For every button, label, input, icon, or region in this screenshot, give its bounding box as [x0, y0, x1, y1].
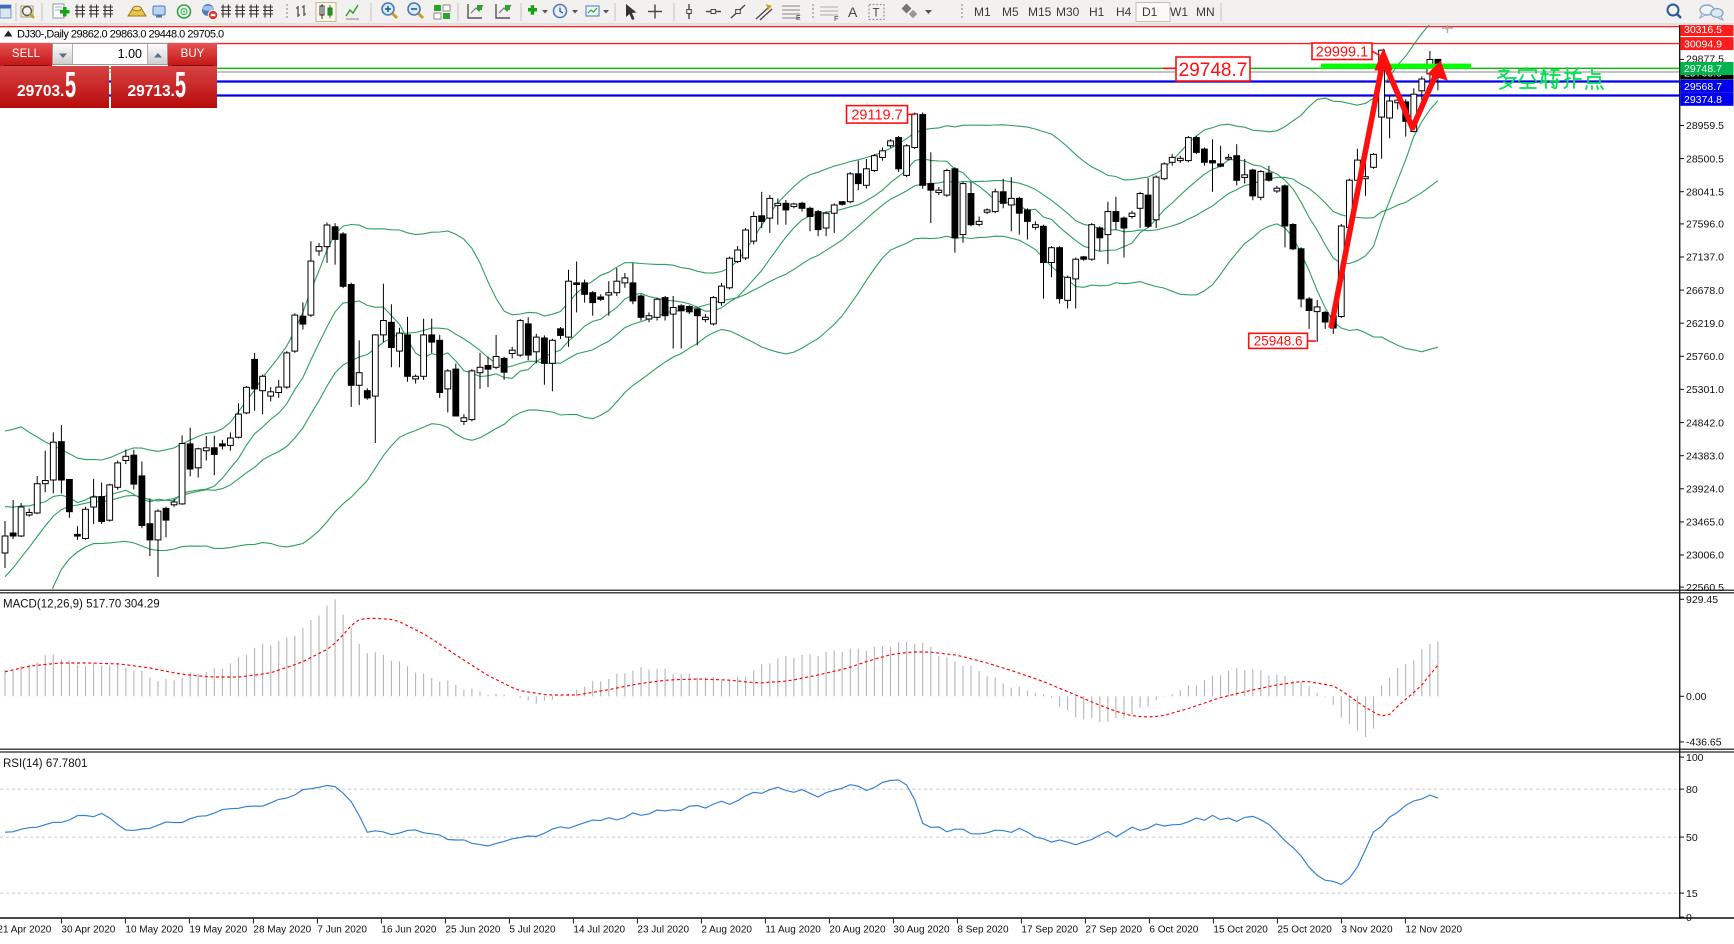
- svg-text:10 May 2020: 10 May 2020: [125, 925, 183, 936]
- svg-text:26678.0: 26678.0: [1686, 285, 1724, 297]
- svg-text:6 Oct 2020: 6 Oct 2020: [1149, 925, 1198, 936]
- svg-text:26219.0: 26219.0: [1686, 318, 1724, 330]
- svg-text:0: 0: [1686, 912, 1692, 924]
- svg-text:H4: H4: [1116, 5, 1132, 19]
- svg-text:25948.6: 25948.6: [1254, 334, 1303, 349]
- svg-text:16 Jun 2020: 16 Jun 2020: [381, 925, 436, 936]
- svg-text:24842.0: 24842.0: [1686, 417, 1724, 429]
- svg-text:23006.0: 23006.0: [1686, 550, 1724, 562]
- svg-text:21 Apr 2020: 21 Apr 2020: [0, 925, 52, 936]
- svg-text:23 Jul 2020: 23 Jul 2020: [637, 925, 689, 936]
- svg-text:929.45: 929.45: [1686, 594, 1718, 606]
- svg-text:30094.9: 30094.9: [1684, 38, 1722, 50]
- svg-text:3 Nov 2020: 3 Nov 2020: [1341, 925, 1393, 936]
- svg-text:25 Jun 2020: 25 Jun 2020: [445, 925, 500, 936]
- svg-text:20 Aug 2020: 20 Aug 2020: [829, 925, 886, 936]
- svg-text:28 May 2020: 28 May 2020: [253, 925, 311, 936]
- svg-text:29999.1: 29999.1: [1316, 44, 1368, 60]
- svg-text:25 Oct 2020: 25 Oct 2020: [1277, 925, 1332, 936]
- svg-text:MACD(12,26,9) 517.70 304.29: MACD(12,26,9) 517.70 304.29: [3, 599, 160, 611]
- svg-text:15 Oct 2020: 15 Oct 2020: [1213, 925, 1268, 936]
- svg-text:0.00: 0.00: [1686, 691, 1707, 703]
- svg-text:T: T: [873, 8, 880, 20]
- svg-text:15: 15: [1686, 888, 1698, 900]
- svg-text:W1: W1: [1170, 5, 1188, 19]
- svg-text:30 Apr 2020: 30 Apr 2020: [61, 925, 115, 936]
- svg-text:H1: H1: [1089, 5, 1105, 19]
- svg-text:27 Sep 2020: 27 Sep 2020: [1085, 925, 1142, 936]
- svg-text:17 Sep 2020: 17 Sep 2020: [1021, 925, 1078, 936]
- svg-text:100: 100: [1686, 752, 1704, 764]
- svg-text:F: F: [834, 14, 839, 23]
- svg-text:28959.5: 28959.5: [1686, 120, 1724, 132]
- svg-text:8 Sep 2020: 8 Sep 2020: [957, 925, 1009, 936]
- svg-text:M15: M15: [1028, 5, 1052, 19]
- svg-text:27596.0: 27596.0: [1686, 219, 1724, 231]
- svg-text:E: E: [796, 15, 801, 22]
- svg-text:30316.5: 30316.5: [1684, 24, 1722, 36]
- svg-text:29374.8: 29374.8: [1684, 94, 1722, 106]
- svg-text:28041.5: 28041.5: [1686, 186, 1724, 198]
- svg-text:-436.65: -436.65: [1686, 737, 1722, 749]
- svg-text:M30: M30: [1056, 5, 1080, 19]
- svg-text:M1: M1: [974, 5, 991, 19]
- svg-text:MN: MN: [1196, 5, 1215, 19]
- svg-text:28500.5: 28500.5: [1686, 153, 1724, 165]
- svg-text:23465.0: 23465.0: [1686, 517, 1724, 529]
- svg-text:50: 50: [1686, 832, 1698, 844]
- svg-text:24383.0: 24383.0: [1686, 450, 1724, 462]
- svg-text:80: 80: [1686, 784, 1698, 796]
- svg-text:23924.0: 23924.0: [1686, 484, 1724, 496]
- svg-text:22560.5: 22560.5: [1686, 582, 1724, 594]
- svg-text:25301.0: 25301.0: [1686, 384, 1724, 396]
- svg-text:29568.7: 29568.7: [1684, 81, 1722, 93]
- svg-text:29748.7: 29748.7: [1179, 60, 1248, 81]
- svg-text:7 Jun 2020: 7 Jun 2020: [317, 925, 367, 936]
- svg-text:M5: M5: [1002, 5, 1019, 19]
- svg-text:DJ30-,Daily 29862.0 29863.0 2: DJ30-,Daily 29862.0 29863.0 29448.0 2970…: [17, 29, 224, 41]
- svg-text:11 Aug 2020: 11 Aug 2020: [765, 925, 821, 936]
- svg-text:27137.0: 27137.0: [1686, 252, 1724, 264]
- svg-text:29119.7: 29119.7: [851, 108, 902, 124]
- svg-text:12 Nov 2020: 12 Nov 2020: [1405, 925, 1462, 936]
- svg-text:RSI(14) 67.7801: RSI(14) 67.7801: [3, 758, 87, 770]
- svg-text:2 Aug 2020: 2 Aug 2020: [701, 925, 752, 936]
- svg-text:5 Jul 2020: 5 Jul 2020: [509, 925, 556, 936]
- svg-text:D1: D1: [1142, 5, 1158, 19]
- svg-text:30 Aug 2020: 30 Aug 2020: [893, 925, 950, 936]
- svg-text:14 Jul 2020: 14 Jul 2020: [573, 925, 625, 936]
- svg-text:A: A: [848, 4, 858, 20]
- svg-text:29748.7: 29748.7: [1684, 63, 1722, 75]
- svg-text:19 May 2020: 19 May 2020: [189, 925, 247, 936]
- svg-text:25760.0: 25760.0: [1686, 351, 1724, 363]
